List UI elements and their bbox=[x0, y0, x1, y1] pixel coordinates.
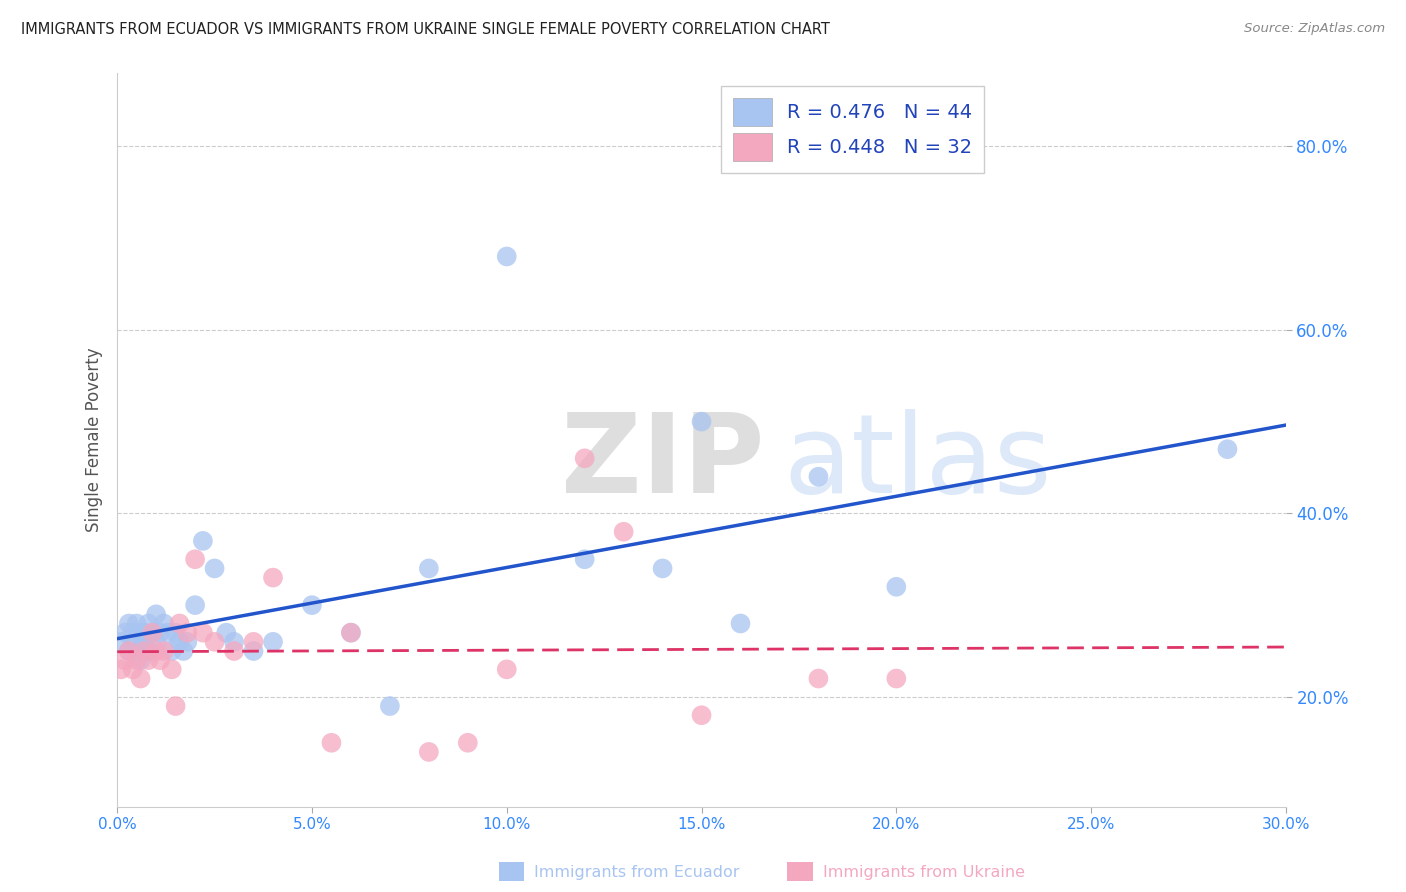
Point bbox=[153, 644, 176, 658]
Text: ZIP: ZIP bbox=[561, 409, 765, 516]
Point bbox=[690, 708, 713, 723]
Point bbox=[160, 644, 183, 658]
Point bbox=[457, 736, 479, 750]
Point bbox=[418, 745, 440, 759]
Point bbox=[730, 616, 752, 631]
Point bbox=[176, 635, 198, 649]
Legend: R = 0.476   N = 44, R = 0.448   N = 32: R = 0.476 N = 44, R = 0.448 N = 32 bbox=[721, 87, 984, 172]
Point bbox=[418, 561, 440, 575]
Point bbox=[184, 552, 207, 566]
Y-axis label: Single Female Poverty: Single Female Poverty bbox=[86, 348, 103, 533]
Point bbox=[165, 699, 187, 714]
Point bbox=[204, 561, 226, 575]
Point bbox=[121, 662, 143, 676]
Point bbox=[145, 644, 167, 658]
Point bbox=[110, 662, 132, 676]
Point bbox=[191, 533, 214, 548]
Point bbox=[204, 635, 226, 649]
Point bbox=[110, 635, 132, 649]
Point bbox=[690, 415, 713, 429]
Point bbox=[125, 616, 148, 631]
Point bbox=[574, 552, 596, 566]
Point bbox=[242, 635, 264, 649]
Point bbox=[184, 598, 207, 612]
Point bbox=[807, 469, 830, 483]
Point bbox=[495, 250, 517, 264]
Text: Immigrants from Ukraine: Immigrants from Ukraine bbox=[823, 865, 1025, 880]
Point bbox=[125, 644, 148, 658]
Point bbox=[156, 625, 179, 640]
Point bbox=[215, 625, 238, 640]
Point bbox=[886, 672, 908, 686]
Point bbox=[165, 625, 187, 640]
Text: Source: ZipAtlas.com: Source: ZipAtlas.com bbox=[1244, 22, 1385, 36]
Point bbox=[114, 625, 136, 640]
Point bbox=[222, 644, 245, 658]
Point bbox=[340, 625, 363, 640]
Point bbox=[378, 699, 401, 714]
Point bbox=[262, 635, 284, 649]
Text: atlas: atlas bbox=[783, 409, 1052, 516]
Point bbox=[145, 607, 167, 622]
Point bbox=[149, 653, 172, 667]
Point bbox=[114, 653, 136, 667]
Point bbox=[129, 672, 152, 686]
Point bbox=[121, 635, 143, 649]
Point bbox=[340, 625, 363, 640]
Point bbox=[118, 644, 141, 658]
Point bbox=[886, 580, 908, 594]
Point bbox=[134, 625, 156, 640]
Point bbox=[125, 653, 148, 667]
Point bbox=[191, 625, 214, 640]
Text: IMMIGRANTS FROM ECUADOR VS IMMIGRANTS FROM UKRAINE SINGLE FEMALE POVERTY CORRELA: IMMIGRANTS FROM ECUADOR VS IMMIGRANTS FR… bbox=[21, 22, 830, 37]
Point bbox=[118, 616, 141, 631]
Point bbox=[160, 662, 183, 676]
Point bbox=[169, 635, 191, 649]
Point bbox=[134, 635, 156, 649]
Point bbox=[651, 561, 673, 575]
Point bbox=[222, 635, 245, 649]
Point bbox=[172, 644, 194, 658]
Point bbox=[145, 635, 167, 649]
Point bbox=[262, 571, 284, 585]
Text: Immigrants from Ecuador: Immigrants from Ecuador bbox=[534, 865, 740, 880]
Point bbox=[118, 644, 141, 658]
Point bbox=[301, 598, 323, 612]
Point bbox=[129, 653, 152, 667]
Point bbox=[176, 625, 198, 640]
Point bbox=[169, 616, 191, 631]
Point bbox=[1216, 442, 1239, 457]
Point bbox=[129, 625, 152, 640]
Point bbox=[242, 644, 264, 658]
Point bbox=[807, 672, 830, 686]
Point bbox=[321, 736, 343, 750]
Point bbox=[153, 616, 176, 631]
Point bbox=[138, 616, 160, 631]
Point bbox=[138, 644, 160, 658]
Point bbox=[134, 644, 156, 658]
Point bbox=[138, 653, 160, 667]
Point bbox=[141, 625, 163, 640]
Point bbox=[574, 451, 596, 466]
Point bbox=[149, 625, 172, 640]
Point bbox=[613, 524, 636, 539]
Point bbox=[121, 625, 143, 640]
Point bbox=[495, 662, 517, 676]
Point bbox=[141, 625, 163, 640]
